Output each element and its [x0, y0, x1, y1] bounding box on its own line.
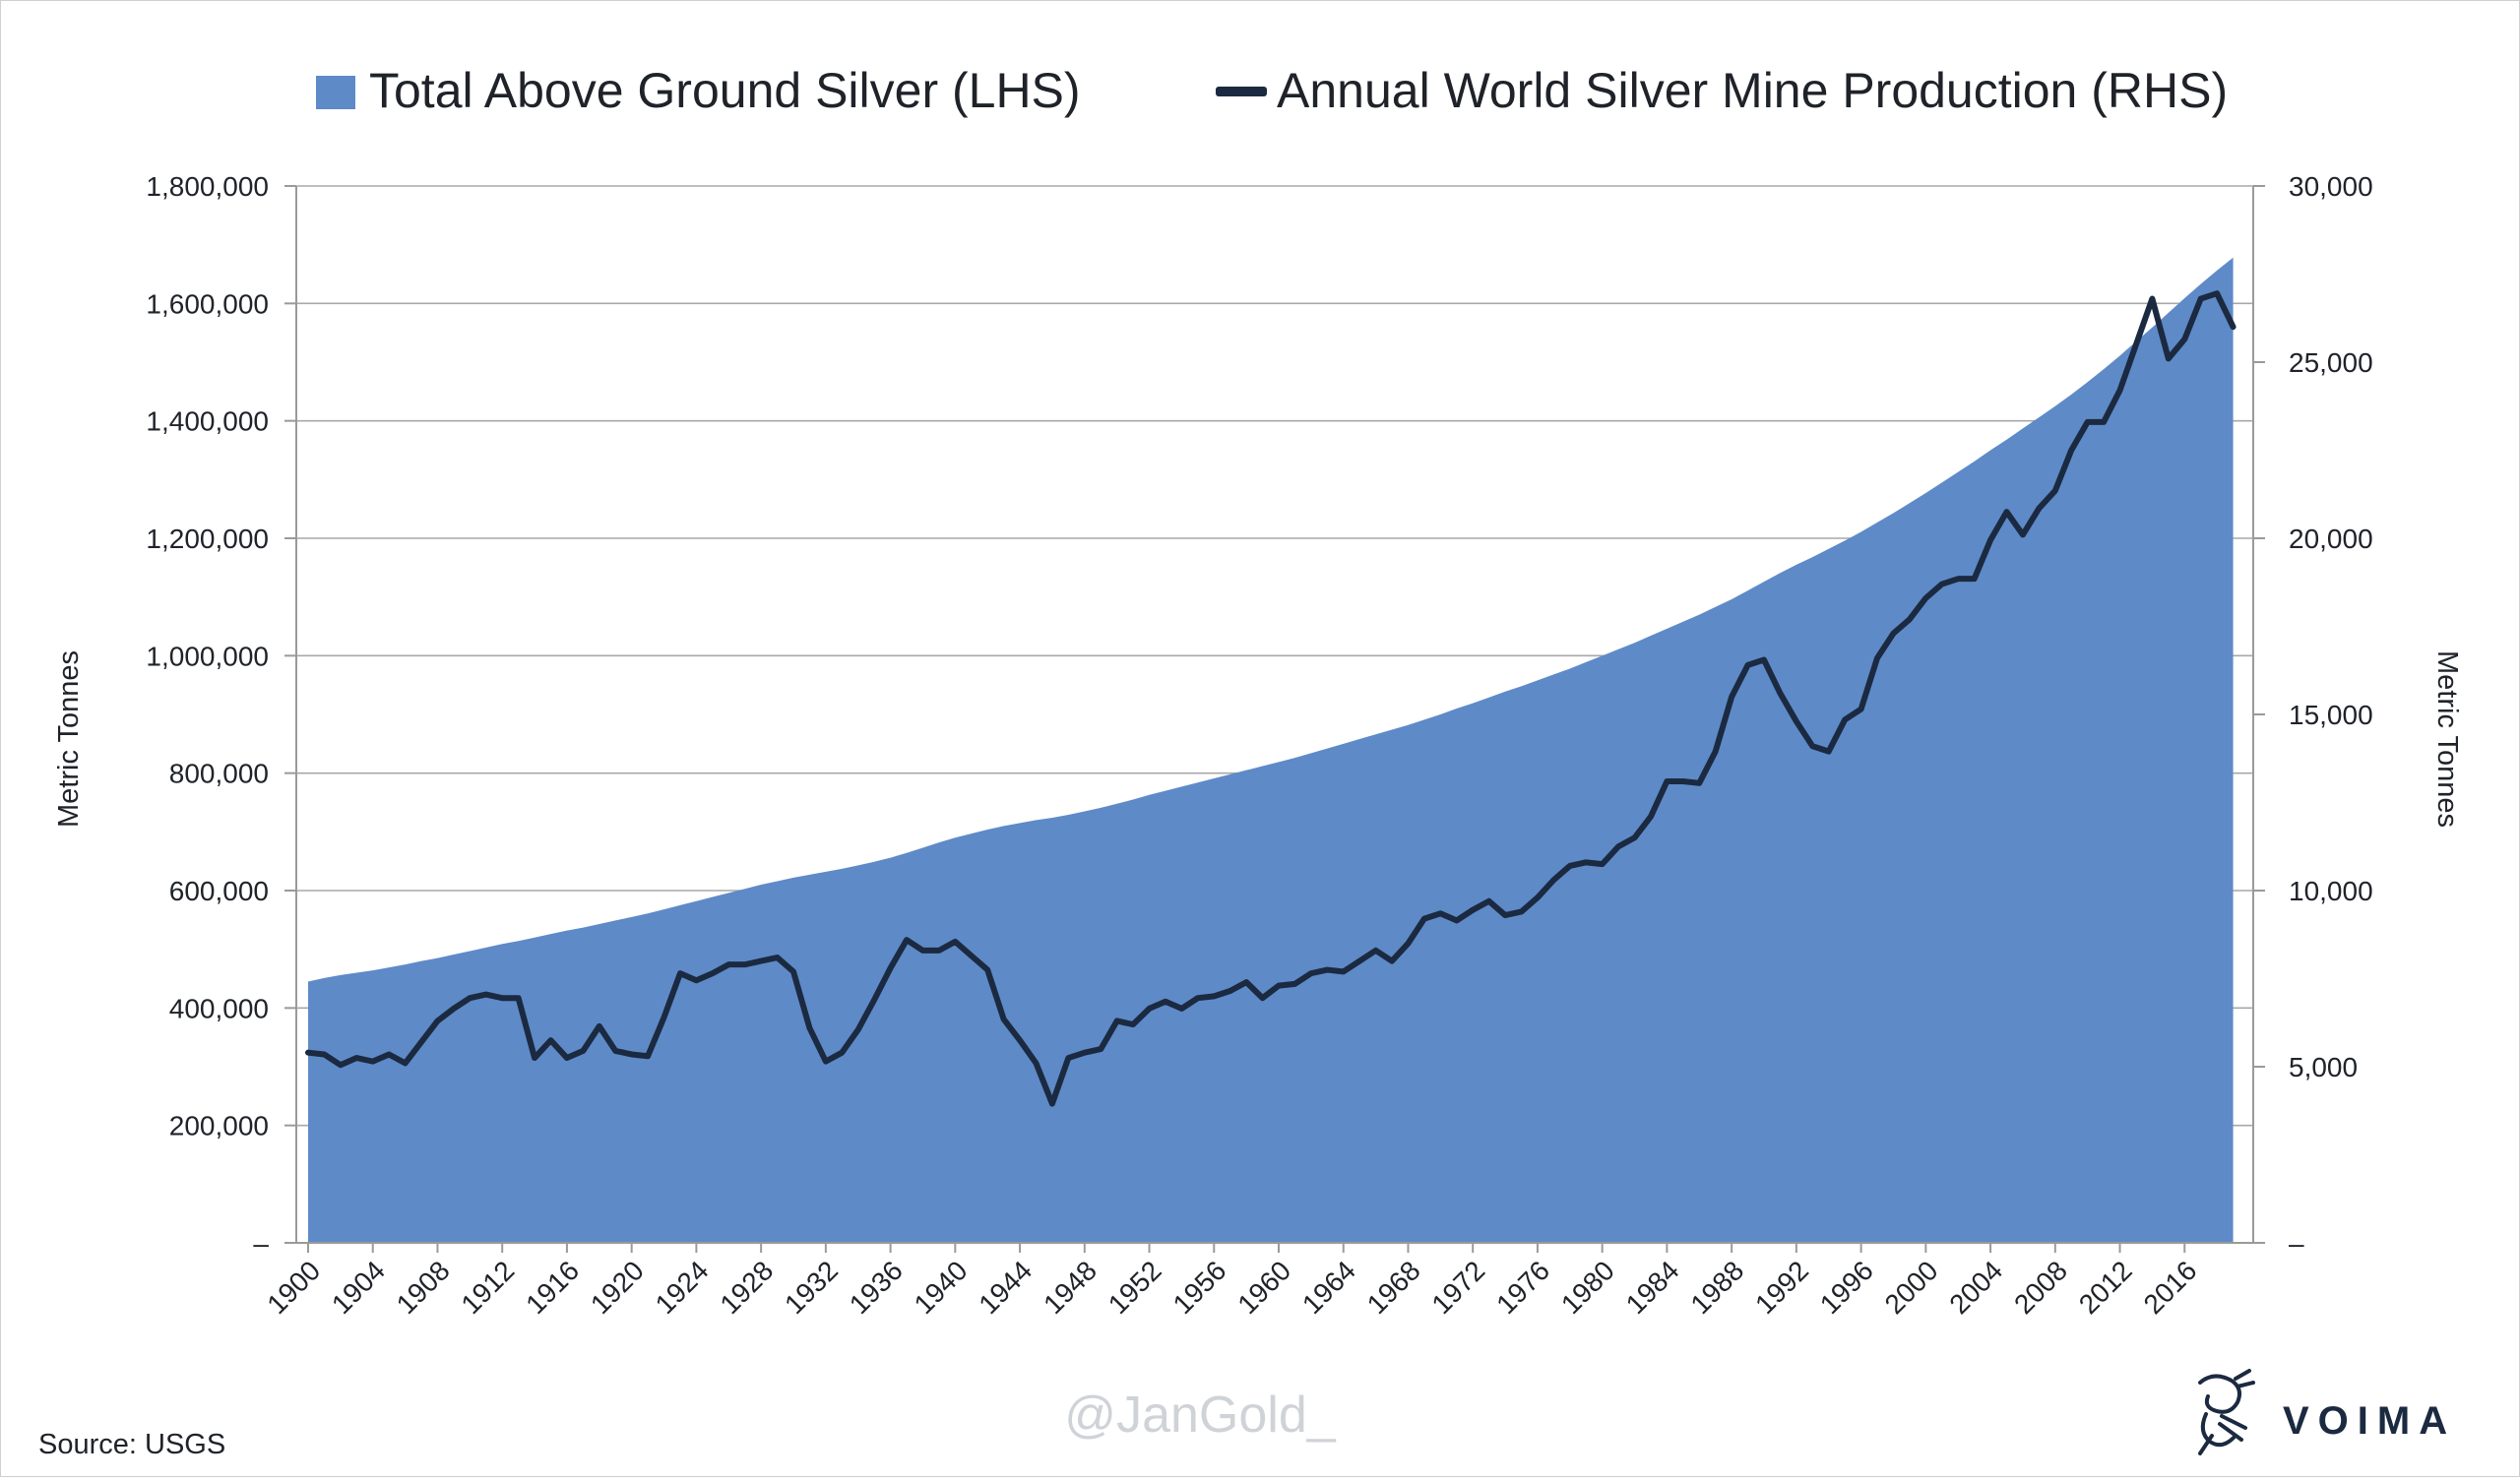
line-annual-mine-production [305, 290, 2236, 1107]
watermark: @JanGold_ [1064, 1387, 1336, 1444]
heraldic-lion-icon [2198, 1369, 2255, 1455]
x-tick-label: 1904 [326, 1255, 391, 1320]
x-tick-label: 1912 [455, 1255, 520, 1320]
left-axis-ticks: – 200,000 400,000 600,000 800,000 1,000,000 1,… [146, 171, 296, 1259]
left-tick-label: 1,200,000 [146, 524, 269, 554]
area-series [308, 257, 2234, 1243]
x-tick-label: 2012 [2073, 1255, 2138, 1320]
x-tick-label: 1984 [1620, 1255, 1685, 1320]
x-tick-label: 2000 [1879, 1255, 1944, 1320]
left-tick-label: 200,000 [169, 1111, 269, 1142]
legend-swatch-line [1216, 87, 1267, 96]
x-tick-label: 1908 [391, 1255, 456, 1320]
x-tick-label: 1944 [973, 1255, 1038, 1320]
left-axis-title: Metric Tonnes [53, 650, 85, 828]
left-tick-label: 1,400,000 [146, 406, 269, 437]
left-tick-label: 600,000 [169, 876, 269, 906]
brand-name: VOIMA [2283, 1399, 2456, 1443]
right-axis-title: Metric Tonnes [2431, 650, 2463, 828]
area-total-above-ground-silver [308, 257, 2234, 1243]
x-tick-label: 1924 [650, 1255, 715, 1320]
legend-label-line: Annual World Silver Mine Production (RHS… [1277, 63, 2228, 118]
x-tick-label: 1932 [779, 1255, 844, 1320]
x-tick-label: 1928 [714, 1255, 779, 1320]
right-tick-label: 20,000 [2289, 524, 2373, 554]
x-tick-label: 2004 [1943, 1255, 2008, 1320]
right-tick-label: 25,000 [2289, 347, 2373, 378]
left-tick-label: 1,000,000 [146, 641, 269, 671]
x-axis-ticks: 1900 1904 1908 1912 1916 1920 1924 1928 1932 1936… [261, 1243, 2203, 1320]
left-tick-label: 400,000 [169, 993, 269, 1023]
right-tick-label: 10,000 [2289, 876, 2373, 906]
x-tick-label: 1972 [1425, 1255, 1490, 1320]
x-tick-label: 1956 [1167, 1255, 1232, 1320]
x-tick-label: 1968 [1361, 1255, 1426, 1320]
right-tick-label: 15,000 [2289, 700, 2373, 730]
right-tick-label: 30,000 [2289, 171, 2373, 202]
x-tick-label: 1988 [1684, 1255, 1749, 1320]
legend-swatch-area [316, 76, 355, 109]
source-note: Source: USGS [38, 1429, 225, 1460]
x-tick-label: 1952 [1102, 1255, 1167, 1320]
x-tick-label: 1976 [1490, 1255, 1555, 1320]
x-tick-label: 1980 [1555, 1255, 1620, 1320]
x-tick-label: 1940 [909, 1255, 974, 1320]
right-tick-label: – [2289, 1228, 2304, 1259]
x-tick-label: 1936 [844, 1255, 909, 1320]
right-axis-ticks: – 5,000 10,000 15,000 20,000 25,000 30,000 [2253, 171, 2373, 1259]
x-tick-label: 1948 [1038, 1255, 1102, 1320]
brand-logo: VOIMA [2198, 1369, 2456, 1455]
x-tick-label: 1916 [520, 1255, 585, 1320]
left-tick-label: 1,800,000 [146, 171, 269, 202]
x-tick-label: 1996 [1814, 1255, 1879, 1320]
x-tick-label: 2016 [2138, 1255, 2203, 1320]
left-tick-label: – [253, 1228, 269, 1259]
left-tick-label: 800,000 [169, 759, 269, 789]
x-tick-label: 1992 [1749, 1255, 1814, 1320]
x-tick-label: 2008 [2008, 1255, 2073, 1320]
x-tick-label: 1960 [1231, 1255, 1296, 1320]
legend: Total Above Ground Silver (LHS) Annual W… [316, 63, 2228, 118]
x-tick-label: 1920 [585, 1255, 650, 1320]
right-tick-label: 5,000 [2289, 1052, 2358, 1082]
x-tick-label: 1900 [261, 1255, 326, 1320]
left-tick-label: 1,600,000 [146, 288, 269, 319]
line-series [305, 290, 2236, 1107]
x-tick-label: 1964 [1296, 1255, 1361, 1320]
legend-label-area: Total Above Ground Silver (LHS) [369, 63, 1081, 118]
